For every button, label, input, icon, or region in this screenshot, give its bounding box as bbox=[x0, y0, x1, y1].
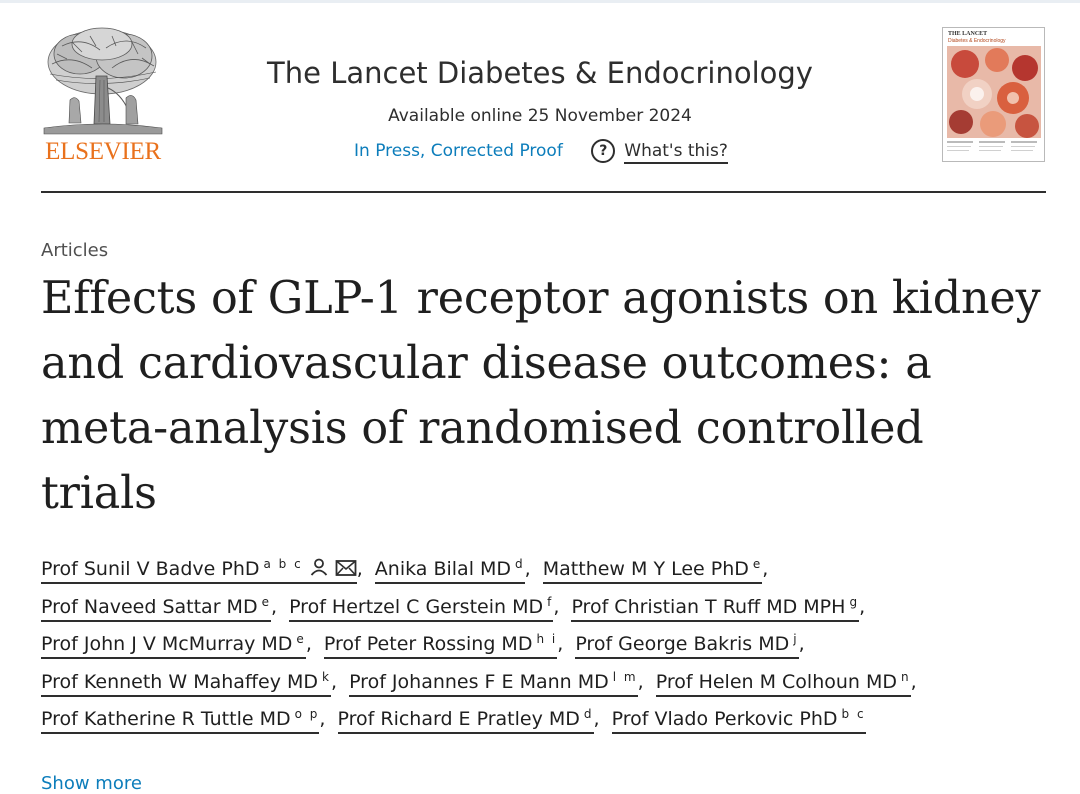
author-link[interactable]: Prof Sunil V Badve PhD a b c bbox=[41, 557, 357, 584]
author-name: Matthew M Y Lee PhD bbox=[542, 558, 749, 580]
author-name: Prof Kenneth W Mahaffey MD bbox=[41, 670, 319, 693]
author-link[interactable]: Matthew M Y Lee PhD e bbox=[542, 557, 763, 584]
author-name: Prof Johannes F E Mann MD bbox=[349, 670, 609, 693]
author-name: Prof Sunil V Badve PhD bbox=[41, 558, 260, 580]
author-affiliations: k bbox=[322, 669, 331, 684]
show-more-link[interactable]: Show more bbox=[41, 773, 142, 794]
author-line: Prof Katherine R Tuttle MD o p, Prof Rich… bbox=[41, 707, 1051, 745]
author-affiliations: b c bbox=[841, 707, 866, 721]
question-circle-icon: ? bbox=[591, 139, 616, 163]
author-affiliations: a b c bbox=[263, 557, 303, 571]
article-status-row: In Press, Corrected Proof ? What's this? bbox=[354, 139, 728, 169]
author-name: Prof Vlado Perkovic PhD bbox=[611, 708, 838, 730]
author-line: Prof Sunil V Badve PhD a b c, Anika Bilal… bbox=[41, 557, 1051, 595]
person-icon bbox=[310, 558, 327, 576]
author-affiliations: e bbox=[296, 632, 306, 646]
author-link[interactable]: Anika Bilal MD d bbox=[374, 557, 525, 584]
author-link[interactable]: Prof George Bakris MD j bbox=[575, 632, 799, 659]
author-link[interactable]: Prof Richard E Pratley MD d bbox=[337, 707, 594, 734]
author-affiliations: o p bbox=[294, 707, 320, 721]
cover-image bbox=[947, 46, 1041, 151]
elsevier-wordmark: ELSEVIER bbox=[45, 138, 161, 165]
author-link[interactable]: Prof Naveed Sattar MD e bbox=[41, 594, 271, 622]
article-type-label: Articles bbox=[41, 240, 109, 261]
author-affiliations: h i bbox=[536, 632, 558, 646]
header-divider bbox=[41, 191, 1046, 193]
top-border bbox=[0, 0, 1080, 3]
author-affiliations: e bbox=[261, 594, 271, 609]
author-line: Prof Kenneth W Mahaffey MD k, Prof Johann… bbox=[41, 670, 1051, 708]
cover-title: THE LANCET bbox=[948, 31, 988, 37]
author-link[interactable]: Prof Vlado Perkovic PhD b c bbox=[611, 707, 866, 734]
author-link[interactable]: Prof Johannes F E Mann MD l m bbox=[349, 669, 638, 697]
author-name: Prof Christian T Ruff MD MPH bbox=[571, 595, 846, 618]
author-name: Prof Katherine R Tuttle MD bbox=[41, 708, 291, 730]
author-affiliations: d bbox=[583, 707, 594, 721]
author-affiliations: d bbox=[515, 557, 525, 571]
author-affiliations: g bbox=[849, 594, 860, 609]
author-name: Prof George Bakris MD bbox=[575, 633, 790, 655]
journal-cover-thumbnail[interactable]: THE LANCET Diabetes & Endocrinology bbox=[942, 27, 1045, 162]
author-link[interactable]: Prof Katherine R Tuttle MD o p bbox=[41, 707, 320, 734]
author-line: Prof John J V McMurray MD e, Prof Peter R… bbox=[41, 632, 1051, 670]
elsevier-logo[interactable]: ELSEVIER bbox=[40, 24, 170, 172]
author-name: Prof John J V McMurray MD bbox=[41, 633, 293, 655]
author-name: Prof Peter Rossing MD bbox=[323, 633, 533, 655]
author-list: Prof Sunil V Badve PhD a b c, Anika Bilal… bbox=[41, 557, 1051, 745]
author-link[interactable]: Prof John J V McMurray MD e bbox=[41, 632, 306, 659]
journal-title[interactable]: The Lancet Diabetes & Endocrinology bbox=[267, 56, 813, 90]
available-online-date: Available online 25 November 2024 bbox=[388, 106, 692, 126]
article-title: Effects of GLP-1 receptor agonists on ki… bbox=[41, 273, 1041, 519]
author-affiliations: l m bbox=[612, 669, 638, 684]
author-affiliations: n bbox=[901, 669, 911, 684]
author-link[interactable]: Prof Christian T Ruff MD MPH g bbox=[571, 594, 860, 622]
author-name: Prof Richard E Pratley MD bbox=[337, 708, 580, 730]
author-name: Prof Naveed Sattar MD bbox=[41, 595, 258, 618]
whats-this-label: What's this? bbox=[624, 141, 728, 164]
author-line: Prof Naveed Sattar MD e, Prof Hertzel C G… bbox=[41, 595, 1051, 633]
author-link[interactable]: Prof Hertzel C Gerstein MD f bbox=[289, 594, 554, 622]
author-name: Anika Bilal MD bbox=[374, 558, 512, 580]
author-name: Prof Helen M Colhoun MD bbox=[655, 670, 898, 693]
envelope-icon bbox=[335, 560, 357, 576]
author-affiliations: f bbox=[547, 594, 554, 609]
cover-subtitle: Diabetes & Endocrinology bbox=[948, 38, 1006, 44]
author-link[interactable]: Prof Helen M Colhoun MD n bbox=[655, 669, 911, 697]
elsevier-tree-icon bbox=[43, 27, 163, 135]
author-link[interactable]: Prof Peter Rossing MD h i bbox=[323, 632, 558, 659]
author-name: Prof Hertzel C Gerstein MD bbox=[289, 595, 544, 618]
whats-this-button[interactable]: ? What's this? bbox=[591, 139, 728, 164]
author-affiliations: e bbox=[752, 557, 763, 571]
author-link[interactable]: Prof Kenneth W Mahaffey MD k bbox=[41, 669, 331, 697]
in-press-link[interactable]: In Press, Corrected Proof bbox=[354, 141, 563, 161]
author-affiliations: j bbox=[793, 632, 799, 646]
